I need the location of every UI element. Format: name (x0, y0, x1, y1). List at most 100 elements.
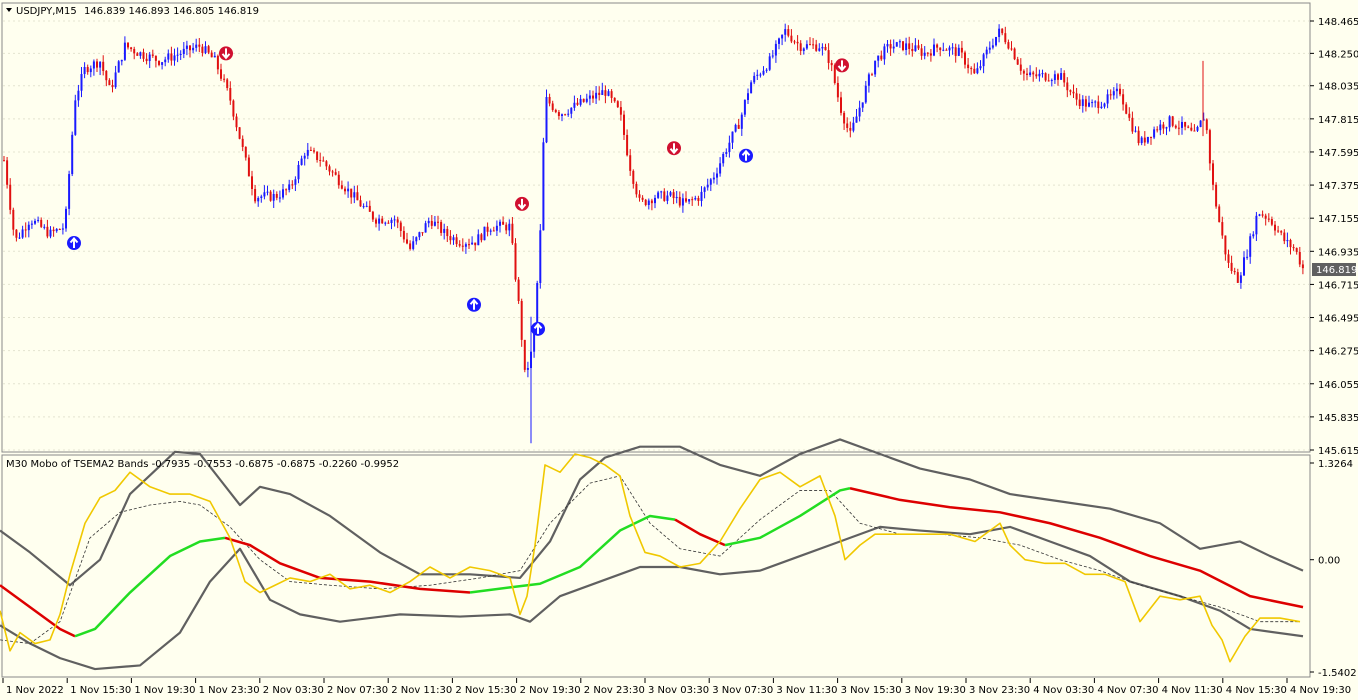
candle-body (43, 226, 46, 228)
candle-body (1264, 215, 1267, 219)
candle-body (1122, 94, 1125, 105)
candle-body (508, 223, 511, 231)
candle-body (982, 54, 985, 67)
candle-body (139, 52, 142, 56)
candle-body (334, 172, 337, 175)
y-tick-label: 0.00 (1318, 556, 1340, 567)
candle-body (573, 102, 576, 108)
candle-body (1156, 129, 1159, 131)
candle-body (12, 209, 15, 230)
candle-body (461, 245, 464, 247)
candle-body (660, 191, 663, 193)
x-tick-label: 3 Nov 11:30 (776, 685, 837, 696)
x-tick-label: 4 Nov 07:30 (1097, 685, 1158, 696)
candle-body (1255, 215, 1258, 235)
candle-body (867, 74, 870, 86)
candle-body (917, 45, 920, 49)
candle-body (474, 242, 477, 246)
candle-body (1026, 73, 1028, 75)
candle-body (905, 43, 908, 51)
candle-body (663, 191, 666, 201)
signal-arrows (67, 46, 849, 336)
candle-body (998, 28, 1001, 37)
upper-band-line (0, 438, 1304, 587)
candle-body (787, 29, 790, 36)
candle-body (170, 53, 173, 61)
candle-body (613, 97, 616, 102)
candle-body (654, 197, 656, 204)
candle-body (195, 44, 198, 48)
candle-body (1134, 130, 1137, 132)
symbol-menu-icon[interactable] (6, 8, 12, 12)
candle-body (1270, 219, 1273, 225)
candle-body (604, 90, 607, 96)
indicator-y-axis: 1.3264 0.00 -1.5402 (1310, 459, 1357, 679)
candle-body (340, 185, 343, 189)
candle-body (99, 61, 102, 68)
candle-body (300, 158, 303, 165)
candle-body (883, 46, 886, 60)
candle-body (492, 230, 495, 232)
candle-body (635, 183, 638, 195)
candle-body (328, 166, 331, 172)
candle-body (486, 226, 489, 232)
candle-body (759, 74, 762, 76)
x-tick-label: 3 Nov 03:30 (648, 685, 709, 696)
main-panel-frame (1, 2, 1311, 453)
candle-body (923, 52, 926, 56)
candle-body (52, 229, 55, 232)
candle-body (306, 149, 309, 156)
candle-body (902, 41, 904, 51)
candle-body (821, 46, 824, 49)
candle-body (207, 46, 210, 53)
candle-body (316, 151, 319, 160)
candle-body (443, 228, 446, 233)
y-tick-label: 147.375 (1318, 181, 1358, 192)
y-tick-label: 145.615 (1318, 446, 1358, 457)
candle-body (325, 161, 328, 167)
candle-body (1125, 104, 1128, 114)
candle-body (61, 228, 64, 230)
candle-body (954, 47, 957, 56)
candle-body (995, 36, 997, 46)
candle-body (889, 44, 892, 49)
candle-body (877, 55, 880, 61)
candle-body (1202, 119, 1205, 121)
candle-body (148, 54, 151, 62)
candle-body (1038, 73, 1041, 77)
candle-body (1233, 271, 1236, 273)
candle-body (1041, 73, 1044, 75)
candle-body (111, 85, 114, 88)
y-tick-label: 148.465 (1318, 17, 1358, 28)
candle-body (970, 68, 973, 70)
candle-body (204, 46, 207, 53)
candle-body (1115, 88, 1118, 92)
candle-body (830, 62, 833, 66)
candle-body (142, 52, 145, 59)
candle-body (610, 91, 613, 98)
candle-body (282, 189, 284, 198)
candle-body (1004, 33, 1007, 43)
candle-body (598, 92, 601, 95)
candle-body (1252, 234, 1255, 237)
candle-body (886, 44, 889, 47)
candle-body (1224, 235, 1227, 255)
candle-body (251, 176, 253, 190)
candle-body (1131, 117, 1134, 132)
candle-body (750, 82, 753, 94)
candle-body (244, 146, 247, 158)
candle-body (585, 98, 588, 102)
candle-body (418, 232, 421, 238)
candle-body (133, 49, 136, 54)
candle-body (1057, 74, 1059, 80)
candle-body (700, 191, 703, 201)
candle-body (511, 223, 514, 244)
candle-body (1301, 264, 1304, 269)
candle-body (734, 124, 737, 132)
sell-arrow-icon (219, 46, 233, 61)
candle-body (675, 196, 678, 199)
candle-body (1196, 126, 1199, 131)
candle-body (1168, 116, 1171, 128)
candle-body (331, 171, 334, 173)
